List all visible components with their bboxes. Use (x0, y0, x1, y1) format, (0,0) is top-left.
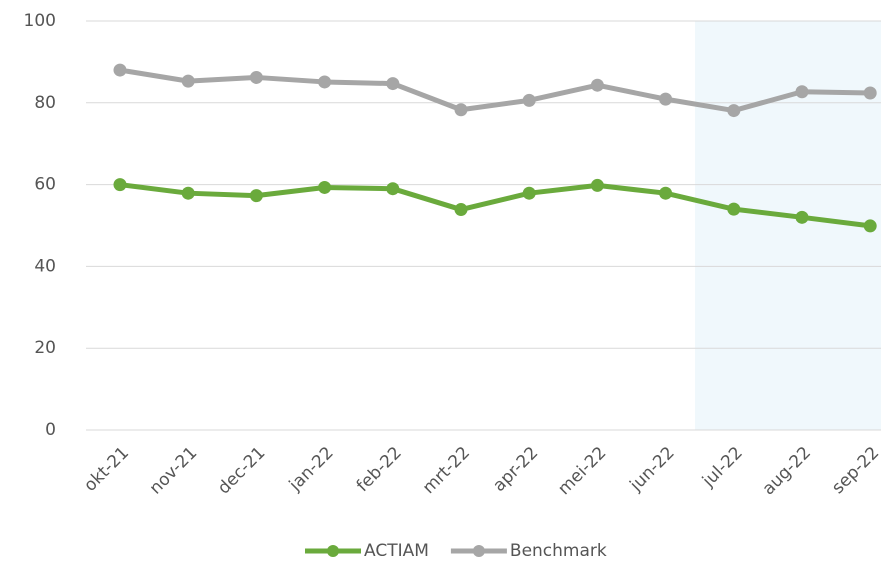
x-tick-label: mei-22 (554, 443, 610, 499)
data-point (318, 75, 332, 89)
y-tick-label: 80 (34, 93, 56, 113)
legend-marker (327, 545, 339, 557)
data-point (181, 186, 195, 200)
data-point (795, 210, 809, 224)
x-tick-label: nov-21 (146, 443, 202, 499)
data-point (454, 203, 468, 217)
data-point (795, 85, 809, 99)
data-point (522, 93, 536, 107)
data-point (727, 202, 741, 216)
x-tick-label: jan-22 (285, 443, 338, 496)
x-tick-label: okt-21 (80, 443, 133, 496)
legend-marker (472, 545, 485, 557)
data-point (863, 86, 877, 100)
legend-label: ACTIAM (364, 541, 429, 561)
x-tick-label: jun-22 (626, 443, 679, 496)
data-point (249, 70, 263, 84)
x-tick-label: feb-22 (353, 443, 406, 496)
data-point (386, 77, 400, 91)
y-tick-label: 60 (34, 175, 56, 195)
data-point (727, 104, 741, 118)
data-point (113, 178, 127, 192)
data-point (386, 182, 400, 196)
data-point (318, 180, 332, 194)
x-tick-label: mrt-22 (419, 443, 474, 498)
x-tick-label: dec-21 (214, 443, 269, 498)
data-point (249, 189, 263, 203)
data-point (863, 219, 877, 233)
y-tick-label: 40 (34, 256, 56, 276)
y-tick-label: 20 (34, 338, 56, 358)
data-point (181, 74, 195, 88)
x-tick-label: aug-22 (759, 443, 815, 499)
legend-label: Benchmark (510, 541, 607, 561)
series-line (119, 67, 871, 114)
y-tick-label: 0 (45, 420, 56, 440)
y-tick-label: 100 (24, 11, 56, 31)
series-line (119, 182, 871, 229)
data-point (659, 92, 673, 106)
x-tick-label: sep-22 (828, 443, 881, 498)
data-point (590, 178, 604, 192)
data-point (590, 78, 604, 92)
data-point (113, 63, 127, 77)
x-tick-label: jul-22 (698, 443, 747, 492)
x-tick-label: apr-22 (489, 443, 542, 496)
data-point (659, 186, 673, 200)
data-point (454, 103, 468, 117)
data-point (522, 186, 536, 200)
